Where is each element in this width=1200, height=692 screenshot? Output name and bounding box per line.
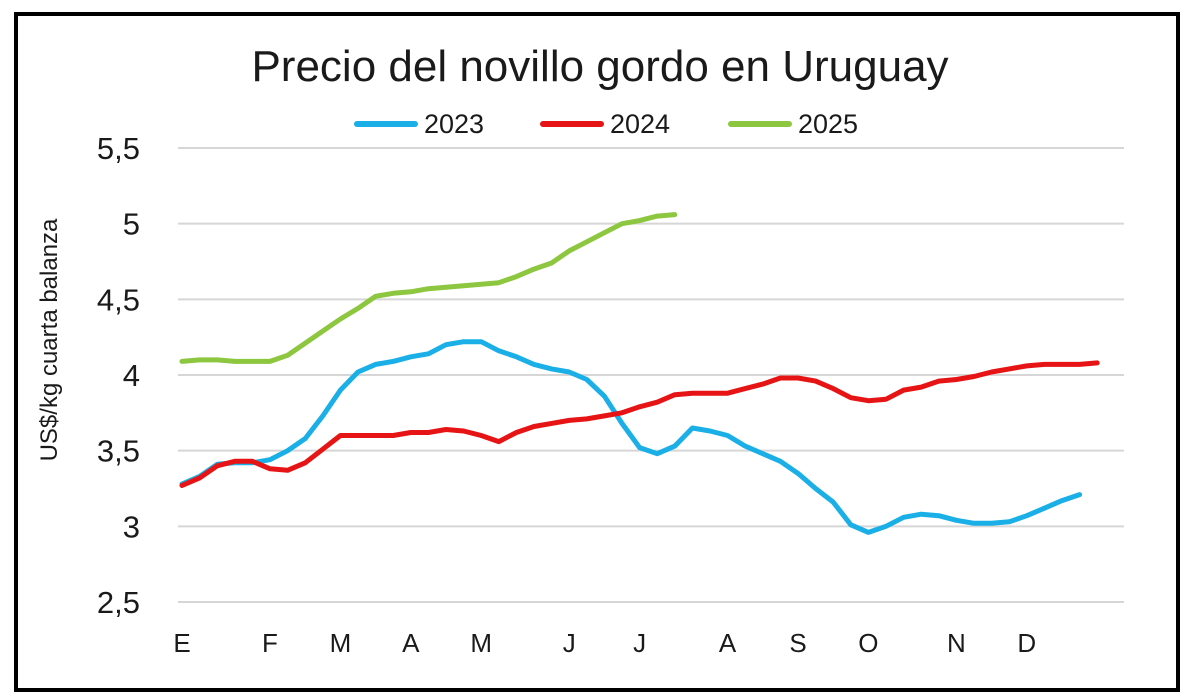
x-tick-label: M	[470, 628, 492, 658]
series-line-2023	[179, 339, 1083, 535]
y-tick-label: 2,5	[97, 585, 140, 620]
x-tick-label: S	[789, 628, 806, 658]
legend-label-2024: 2024	[610, 108, 671, 139]
legend-swatch-2024	[540, 121, 604, 127]
chart-title: Precio del novillo gordo en Uruguay	[251, 42, 949, 91]
y-tick-labels: 2,5 3 3,5 4 4,5 5 5,5	[97, 131, 140, 620]
legend-item-2025: 2025	[728, 104, 858, 144]
x-tick-label: J	[563, 628, 576, 658]
legend-label-2025: 2025	[798, 108, 859, 139]
x-tick-label: D	[1017, 628, 1036, 658]
y-tick-label: 5	[123, 207, 140, 242]
x-tick-label: E	[173, 628, 190, 658]
legend-swatch-2025	[728, 121, 792, 127]
legend-label-2023: 2023	[424, 108, 485, 139]
x-tick-label: J	[633, 628, 646, 658]
legend-swatch-2023	[354, 121, 418, 127]
x-tick-label: A	[402, 628, 420, 658]
y-tick-label: 4,5	[97, 282, 140, 317]
y-tick-label: 3	[123, 509, 140, 544]
series-lines	[179, 212, 1100, 535]
legend-item-2024: 2024	[540, 104, 670, 144]
series-line-2025	[179, 212, 678, 364]
x-tick-label: A	[719, 628, 737, 658]
plot-area: 2,5 3 3,5 4 4,5 5 5,5 E F M A M J J A S O N D	[97, 131, 1124, 658]
y-tick-label: 5,5	[97, 131, 140, 166]
x-tick-label: M	[330, 628, 352, 658]
y-tick-label: 3,5	[97, 434, 140, 469]
x-tick-label: O	[858, 628, 878, 658]
y-tick-label: 4	[123, 358, 140, 393]
legend-item-2023: 2023	[354, 104, 484, 144]
x-tick-label: F	[262, 628, 278, 658]
legend: 2023 2024 2025	[0, 104, 1200, 144]
series-line-2024	[179, 360, 1100, 488]
x-tick-label: N	[947, 628, 966, 658]
gridlines	[178, 147, 1124, 603]
